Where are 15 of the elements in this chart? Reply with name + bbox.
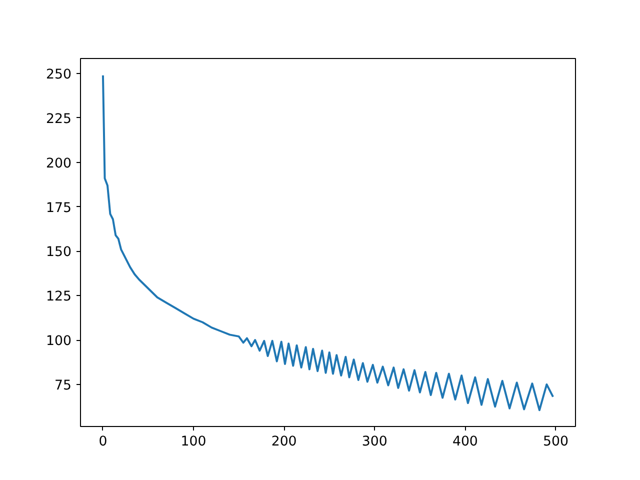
y-tick-label: 100: [46, 334, 72, 350]
y-tick-label: 175: [46, 200, 72, 216]
y-tick-label: 225: [46, 112, 72, 127]
line-series: [102, 74, 554, 412]
x-tick-label: 300: [362, 434, 388, 450]
y-tick-label: 125: [46, 290, 72, 305]
x-tick-label: 400: [452, 434, 478, 450]
y-tick-label: 250: [46, 68, 72, 83]
y-tick-label: 200: [46, 156, 72, 172]
y-tick-label: 150: [46, 245, 72, 260]
x-tick-label: 0: [98, 434, 108, 450]
x-tick-label: 200: [271, 434, 297, 450]
y-tick-label: 75: [54, 378, 72, 394]
x-tick-label: 500: [543, 434, 568, 450]
x-tick-label: 100: [180, 434, 206, 450]
